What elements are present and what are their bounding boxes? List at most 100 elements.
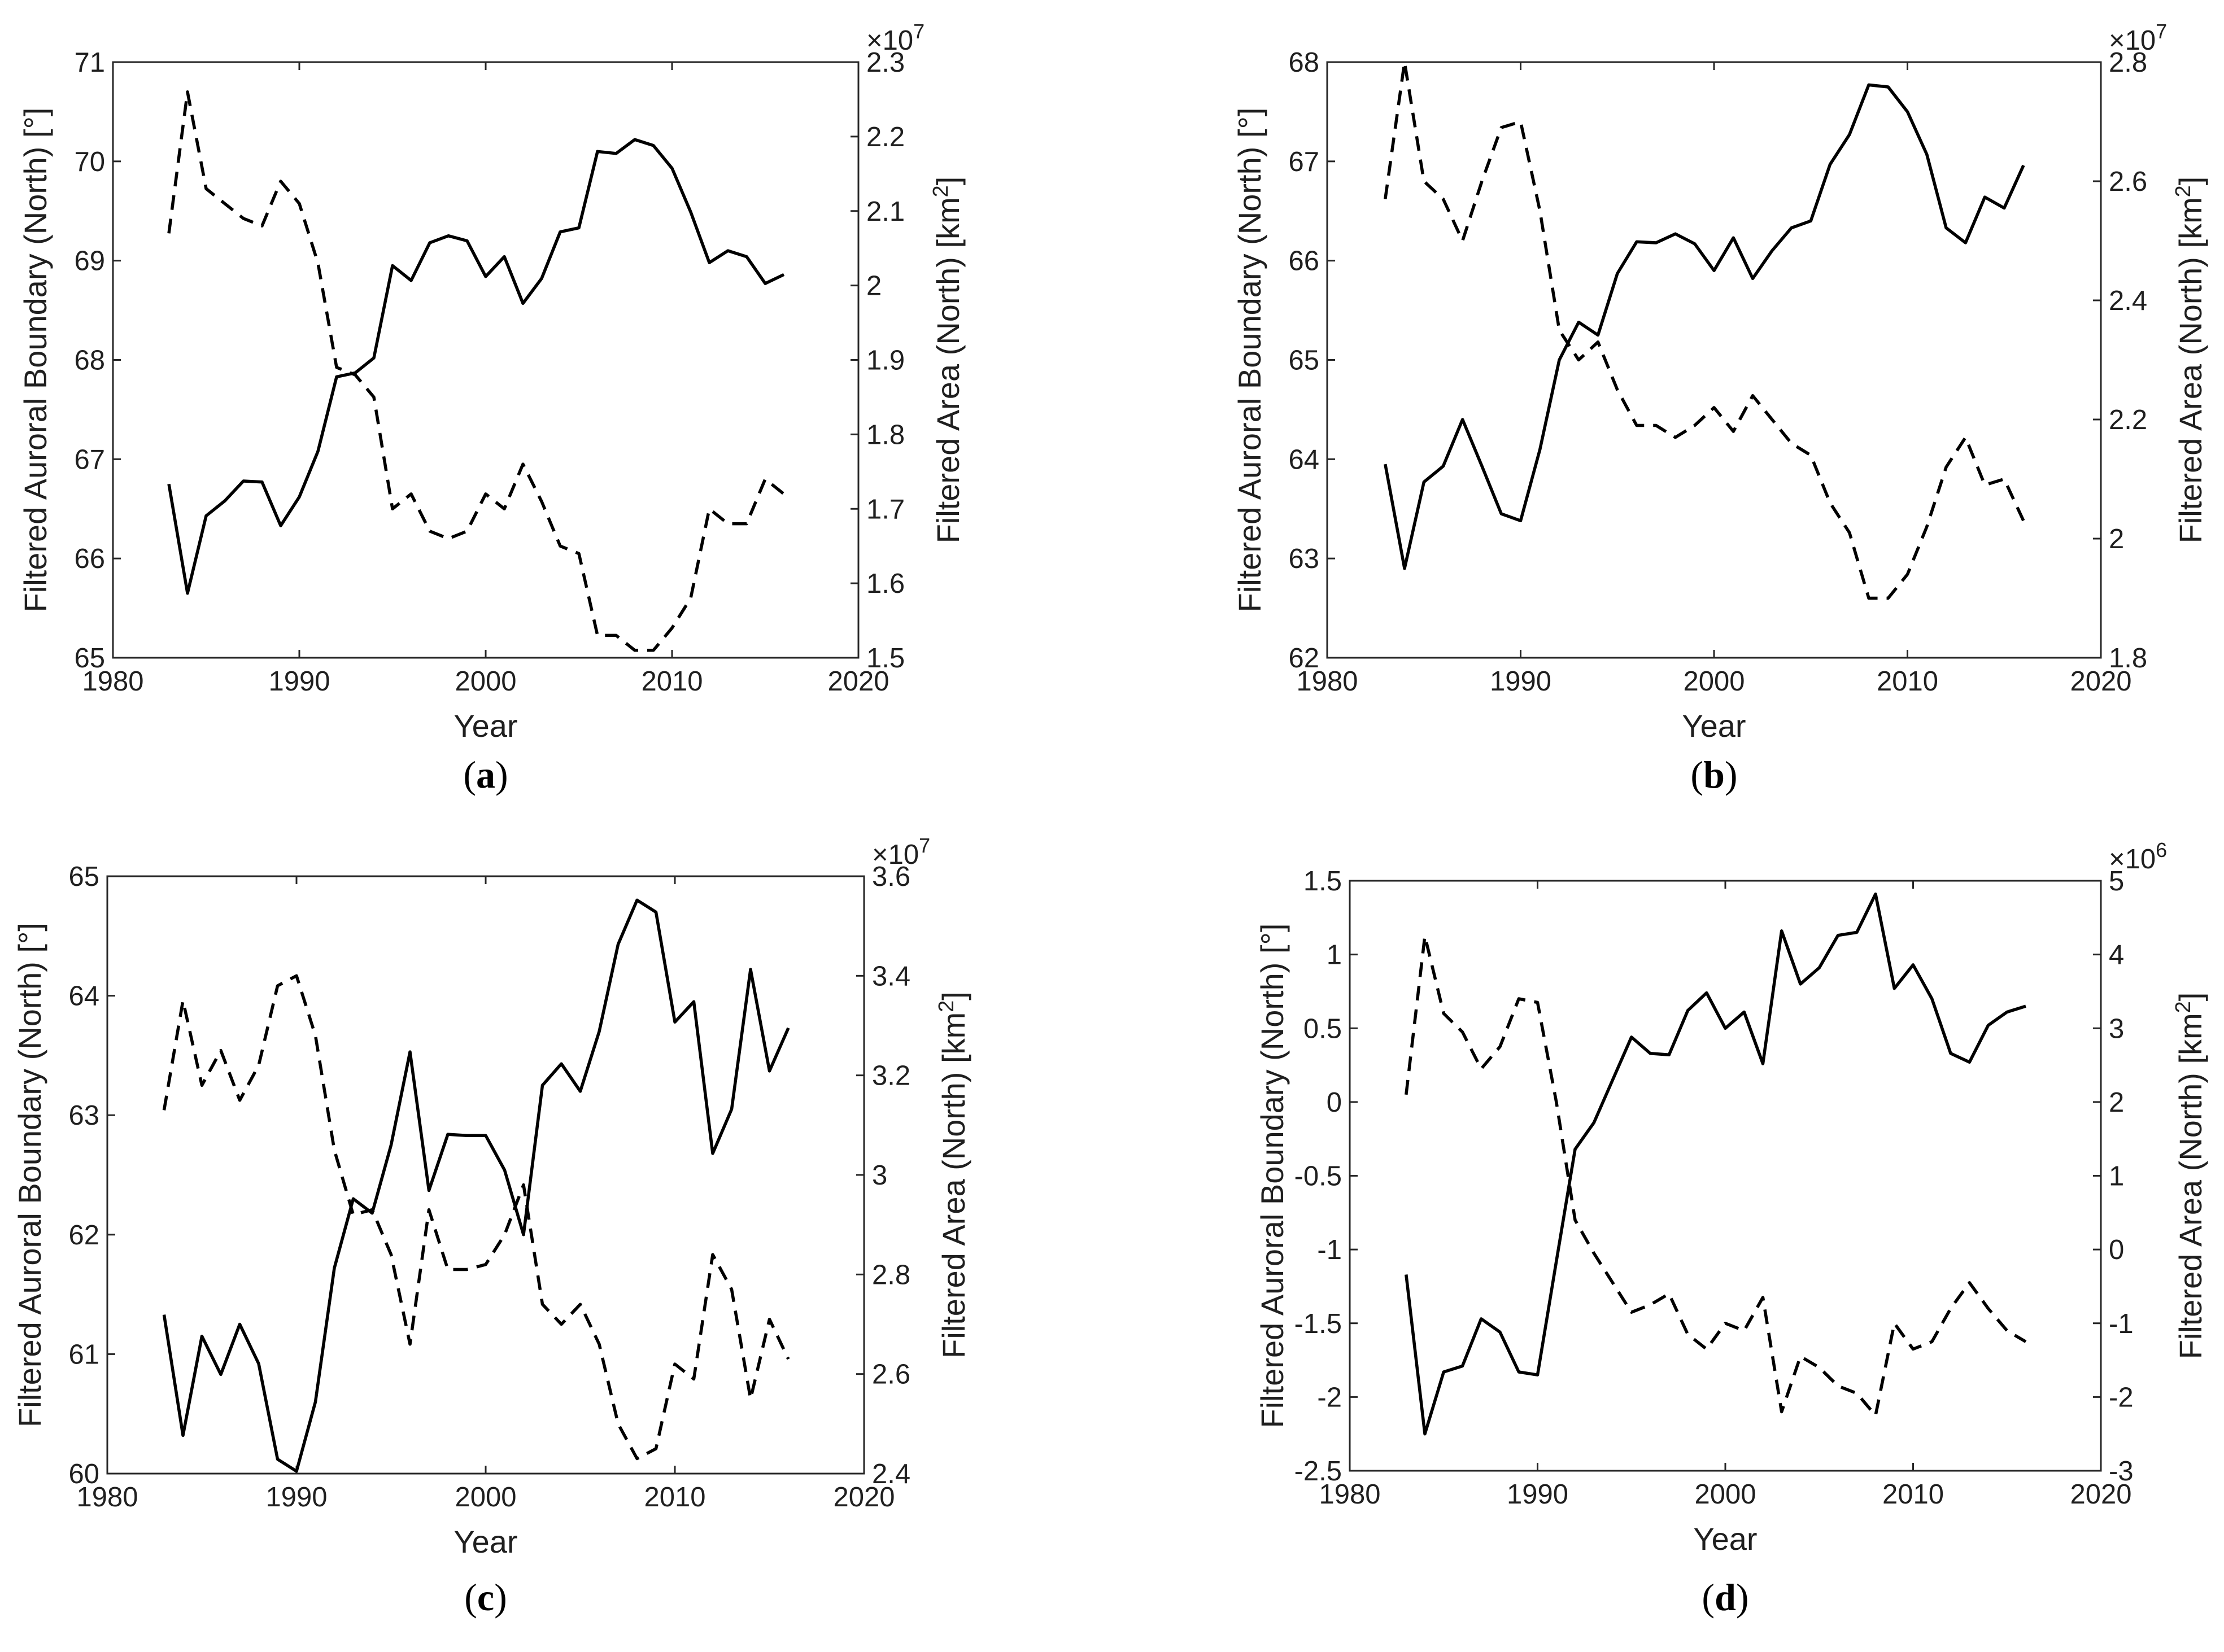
x-axis-label: Year: [1682, 708, 1746, 744]
panel-caption: (a): [463, 753, 508, 796]
y-left-tick-label: 1: [1327, 940, 1342, 971]
x-axis-label: Year: [1693, 1521, 1757, 1557]
x-axis-label: Year: [453, 1524, 517, 1559]
series-line-area: [167, 90, 785, 652]
series-line-area: [1384, 60, 2025, 600]
right-axis-exponent: ×107: [866, 20, 925, 56]
y-left-tick-label: 65: [1288, 346, 1319, 376]
y-left-tick-label: 61: [68, 1339, 99, 1370]
y-right-tick-label: 3.2: [872, 1061, 910, 1091]
y-left-tick-label: 62: [68, 1220, 99, 1251]
y-right-tick-label: 2: [2109, 1087, 2124, 1118]
x-tick-label: 2010: [1882, 1479, 1944, 1510]
x-tick-label: 1980: [82, 666, 143, 697]
y-left-tick-label: 0.5: [1303, 1013, 1342, 1044]
right-axis-exponent: ×107: [872, 834, 930, 870]
y-right-tick-label: 2: [2109, 524, 2124, 554]
y-right-tick-label: 2.8: [872, 1260, 910, 1290]
plot-frame: [106, 875, 865, 1475]
y-left-tick-label: 65: [68, 862, 99, 892]
y-right-tick-label: 4: [2109, 940, 2124, 971]
y-right-tick-label: 2: [866, 271, 882, 301]
y-right-tick-label: 1.7: [866, 494, 905, 525]
y-right-tick-label: 5: [2109, 866, 2124, 897]
y-right-axis-label: Filtered Area (North) [km2]: [2171, 177, 2208, 544]
x-tick-label: 1990: [265, 1482, 327, 1513]
x-tick-label: 2020: [827, 666, 889, 697]
y-left-tick-label: 64: [1288, 444, 1319, 475]
y-right-tick-label: 2.6: [872, 1360, 910, 1390]
y-right-tick-label: 1.8: [866, 419, 905, 450]
x-tick-label: 2020: [833, 1482, 895, 1513]
y-right-tick-label: 2.2: [866, 122, 905, 152]
y-left-tick-label: 68: [74, 346, 105, 376]
x-tick-label: 1990: [1507, 1479, 1568, 1510]
right-axis-exponent: ×107: [2109, 20, 2167, 56]
y-right-tick-label: 1.6: [866, 569, 905, 599]
plot-frame: [112, 61, 860, 659]
x-tick-label: 1980: [1319, 1479, 1380, 1510]
y-left-tick-label: -2: [1317, 1382, 1342, 1413]
y-right-tick-label: 0: [2109, 1235, 2124, 1265]
series-line-area: [162, 974, 790, 1461]
x-tick-label: 2010: [641, 666, 703, 697]
y-right-tick-label: 2.8: [2109, 47, 2147, 78]
y-left-axis-label: Filtered Auroral Boundary (North) [°]: [1232, 108, 1267, 613]
y-right-axis-label: Filtered Area (North) [km2]: [2171, 993, 2208, 1360]
x-tick-label: 2000: [1683, 666, 1745, 697]
y-left-tick-label: 69: [74, 246, 105, 277]
y-right-tick-label: 3: [2109, 1013, 2124, 1044]
y-right-axis-label: Filtered Area (North) [km2]: [929, 177, 966, 544]
y-left-tick-label: -1: [1317, 1235, 1342, 1265]
y-left-axis-label: Filtered Auroral Boundary (North) [°]: [1254, 924, 1290, 1428]
y-left-tick-label: 66: [1288, 246, 1319, 277]
y-left-tick-label: 65: [74, 643, 105, 674]
y-right-axis-label: Filtered Area (North) [km2]: [935, 991, 971, 1358]
x-tick-label: 2000: [455, 1482, 516, 1513]
x-tick-label: 2020: [2070, 666, 2131, 697]
plot-frame: [1326, 61, 2102, 659]
y-right-tick-label: 3: [872, 1160, 887, 1191]
chart-panel-d: 1980 1990 2000 2010 2020 -2.5 -2 -1.5 -1 -0.5 0 0.5…: [1254, 838, 2208, 1619]
y-right-tick-label: 2.3: [866, 47, 905, 78]
y-left-tick-label: 63: [68, 1100, 99, 1131]
y-left-tick-label: 68: [1288, 47, 1319, 78]
x-axis-label: Year: [453, 708, 517, 744]
y-right-tick-label: 1.9: [866, 346, 905, 376]
y-left-tick-label: 64: [68, 981, 99, 1012]
series-line-auroral-boundary: [1384, 83, 2025, 570]
y-left-tick-label: 62: [1288, 643, 1319, 674]
series-line-auroral-boundary: [1405, 892, 2026, 1436]
x-tick-label: 2010: [644, 1482, 705, 1513]
chart-panel-a: 1980 1990 2000 2010 2020 65 66 67 68 69 70 71 1.5 1.6…: [18, 20, 966, 796]
y-left-axis-label: Filtered Auroral Boundary (North) [°]: [12, 923, 47, 1427]
panel-caption: (c): [464, 1576, 507, 1619]
right-axis-exponent: ×106: [2109, 838, 2167, 875]
y-left-tick-label: -0.5: [1294, 1161, 1342, 1192]
y-right-tick-label: 3.6: [872, 862, 910, 892]
y-left-tick-label: 66: [74, 544, 105, 574]
y-right-tick-label: -2: [2109, 1382, 2134, 1413]
series-line-auroral-boundary: [167, 138, 785, 595]
y-right-tick-label: 2.2: [2109, 405, 2147, 435]
y-right-tick-label: 2.6: [2109, 167, 2147, 197]
series-line-area: [1405, 934, 2027, 1417]
y-left-tick-label: 63: [1288, 544, 1319, 574]
y-right-tick-label: 2.4: [2109, 286, 2147, 316]
y-left-tick-label: -1.5: [1294, 1309, 1342, 1339]
y-left-tick-label: 71: [74, 47, 105, 78]
y-right-tick-label: 1.8: [2109, 643, 2147, 674]
x-tick-label: 1990: [268, 666, 330, 697]
chart-panel-c: 1980 1990 2000 2010 2020 60 61 62 63 64 65 2.4 2.6 2.…: [12, 834, 971, 1619]
y-left-tick-label: 1.5: [1303, 866, 1342, 897]
y-left-axis-label: Filtered Auroral Boundary (North) [°]: [18, 108, 53, 613]
chart-panel-b: 1980 1990 2000 2010 2020 62 63 64 65 66 67 68 1.8 2 2.…: [1232, 20, 2208, 796]
y-right-tick-label: 1: [2109, 1161, 2124, 1192]
panel-caption: (b): [1690, 753, 1737, 796]
y-left-tick-label: 0: [1327, 1087, 1342, 1118]
x-tick-label: 2010: [1877, 666, 1938, 697]
x-tick-label: 1980: [76, 1482, 138, 1513]
y-right-tick-label: 3.4: [872, 961, 910, 991]
x-tick-label: 1980: [1296, 666, 1358, 697]
